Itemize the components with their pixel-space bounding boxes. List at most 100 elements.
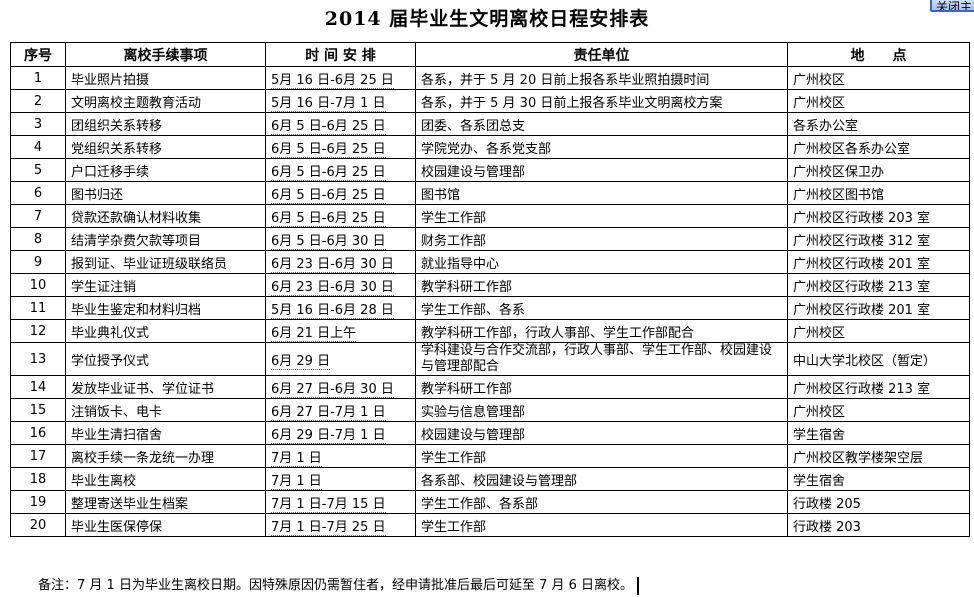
- date-link[interactable]: 6月 29 日-7月 1 日: [271, 427, 386, 444]
- cell-time: 6月 5 日-6月 30 日: [265, 227, 416, 251]
- cell-unit: 学生工作部、各系: [415, 296, 788, 320]
- cell-item: 毕业生鉴定和材料归档: [65, 296, 266, 320]
- cell-item: 毕业生离校: [65, 467, 266, 491]
- cell-item: 毕业生清扫宿舍: [65, 421, 266, 445]
- table-row: 10 学生证注销 6月 23 日-6月 30 日 教学科研工作部 广州校区行政楼 213…: [10, 273, 970, 297]
- cell-time: 5月 16 日-6月 25 日: [265, 66, 416, 90]
- cell-no: 7: [10, 204, 66, 228]
- cell-item: 毕业生医保停保: [65, 513, 266, 537]
- cell-item: 毕业照片拍摄: [65, 66, 266, 90]
- cell-time: 6月 5 日-6月 25 日: [265, 204, 416, 228]
- date-link[interactable]: 6月 5 日-6月 25 日: [271, 210, 386, 227]
- cell-no: 8: [10, 227, 66, 251]
- date-link[interactable]: 5月 16 日-6月 25 日: [271, 72, 394, 89]
- cell-item: 党组织关系转移: [65, 135, 266, 159]
- date-link[interactable]: 6月 27 日-7月 1 日: [271, 404, 386, 421]
- table-row: 9 报到证、毕业证班级联络员 6月 23 日-6月 30 日 就业指导中心 广州校区行政…: [10, 250, 970, 274]
- cell-time: 6月 5 日-6月 25 日: [265, 181, 416, 205]
- date-link[interactable]: 6月 5 日-6月 25 日: [271, 141, 386, 158]
- header-row: 序号 离校手续事项 时 间 安 排 责任单位 地 点: [10, 42, 970, 67]
- cell-no: 9: [10, 250, 66, 274]
- table-row: 4 党组织关系转移 6月 5 日-6月 25 日 学院党办、各系党支部 广州校区各系办公…: [10, 135, 970, 159]
- cell-item: 报到证、毕业证班级联络员: [65, 250, 266, 274]
- cell-location: 学生宿舍: [787, 421, 970, 445]
- cell-no: 3: [10, 112, 66, 136]
- cell-no: 13: [10, 342, 66, 376]
- date-link[interactable]: 6月 29 日: [271, 353, 331, 370]
- date-link[interactable]: 7月 1 日: [271, 473, 322, 490]
- table-row: 20 毕业生医保停保 7月 1 日-7月 25 日 学生工作部 行政楼 203: [10, 513, 970, 537]
- cell-item: 文明离校主题教育活动: [65, 89, 266, 113]
- cell-location: 广州校区: [787, 89, 970, 113]
- cell-unit: 各系部、校园建设与管理部: [415, 467, 788, 491]
- cell-time: 5月 16 日-6月 28 日: [265, 296, 416, 320]
- cell-no: 11: [10, 296, 66, 320]
- cell-time: 6月 27 日-7月 1 日: [265, 398, 416, 422]
- cell-no: 12: [10, 319, 66, 343]
- cell-time: 7月 1 日-7月 15 日: [265, 490, 416, 514]
- header-time: 时 间 安 排: [265, 42, 416, 67]
- date-link[interactable]: 6月 27 日-6月 30 日: [271, 381, 394, 398]
- cell-time: 6月 29 日: [265, 342, 416, 376]
- cell-no: 16: [10, 421, 66, 445]
- table-row: 1 毕业照片拍摄 5月 16 日-6月 25 日 各系，并于 5 月 20 日前上报各…: [10, 66, 970, 90]
- cell-unit: 学生工作部: [415, 204, 788, 228]
- table-row: 5 户口迁移手续 6月 5 日-6月 25 日 校园建设与管理部 广州校区保卫办: [10, 158, 970, 182]
- footnote: 备注：7 月 1 日为毕业生离校日期。因特殊原因仍需暂住者，经申请批准后最后可延…: [38, 577, 640, 595]
- cell-item: 发放毕业证书、学位证书: [65, 375, 266, 399]
- table-row: 18 毕业生离校 7月 1 日 各系部、校园建设与管理部 学生宿舍: [10, 467, 970, 491]
- cell-time: 6月 21 日上午: [265, 319, 416, 343]
- cell-location: 各系办公室: [787, 112, 970, 136]
- table-row: 11 毕业生鉴定和材料归档 5月 16 日-6月 28 日 学生工作部、各系 广州校区行…: [10, 296, 970, 320]
- cell-time: 6月 27 日-6月 30 日: [265, 375, 416, 399]
- cell-no: 5: [10, 158, 66, 182]
- cell-unit: 图书馆: [415, 181, 788, 205]
- cell-no: 15: [10, 398, 66, 422]
- cell-item: 学生证注销: [65, 273, 266, 297]
- date-link[interactable]: 7月 1 日: [271, 450, 322, 467]
- date-link[interactable]: 6月 5 日-6月 25 日: [271, 187, 386, 204]
- date-link[interactable]: 5月 16 日-7月 1 日: [271, 95, 386, 112]
- cell-time: 6月 5 日-6月 25 日: [265, 112, 416, 136]
- schedule-table: 序号 离校手续事项 时 间 安 排 责任单位 地 点 1 毕业照片拍摄 5月 16 …: [10, 42, 970, 537]
- cell-no: 2: [10, 89, 66, 113]
- date-link[interactable]: 6月 23 日-6月 30 日: [271, 256, 394, 273]
- cell-no: 20: [10, 513, 66, 537]
- cell-time: 6月 23 日-6月 30 日: [265, 273, 416, 297]
- table-row: 16 毕业生清扫宿舍 6月 29 日-7月 1 日 校园建设与管理部 学生宿舍: [10, 421, 970, 445]
- date-link[interactable]: 6月 21 日上午: [271, 325, 357, 342]
- cell-location: 行政楼 205: [787, 490, 970, 514]
- cell-item: 整理寄送毕业生档案: [65, 490, 266, 514]
- date-link[interactable]: 6月 5 日-6月 25 日: [271, 164, 386, 181]
- cell-time: 6月 23 日-6月 30 日: [265, 250, 416, 274]
- date-link[interactable]: 6月 23 日-6月 30 日: [271, 279, 394, 296]
- cell-unit: 财务工作部: [415, 227, 788, 251]
- date-link[interactable]: 7月 1 日-7月 15 日: [271, 496, 386, 513]
- date-link[interactable]: 5月 16 日-6月 28 日: [271, 302, 394, 319]
- cell-location: 广州校区图书馆: [787, 181, 970, 205]
- cell-location: 行政楼 203: [787, 513, 970, 537]
- header-unit: 责任单位: [415, 42, 788, 67]
- cell-item: 毕业典礼仪式: [65, 319, 266, 343]
- cell-no: 14: [10, 375, 66, 399]
- date-link[interactable]: 6月 5 日-6月 25 日: [271, 118, 386, 135]
- cell-item: 结清学杂费欠款等项目: [65, 227, 266, 251]
- table-row: 2 文明离校主题教育活动 5月 16 日-7月 1 日 各系，并于 5 月 30 日前…: [10, 89, 970, 113]
- cell-item: 团组织关系转移: [65, 112, 266, 136]
- cell-unit: 教学科研工作部: [415, 375, 788, 399]
- cell-location: 广州校区行政楼 312 室: [787, 227, 970, 251]
- date-link[interactable]: 6月 5 日-6月 30 日: [271, 233, 386, 250]
- cell-no: 4: [10, 135, 66, 159]
- cell-location: 学生宿舍: [787, 467, 970, 491]
- cell-item: 户口迁移手续: [65, 158, 266, 182]
- cell-item: 离校手续一条龙统一办理: [65, 444, 266, 468]
- cell-no: 1: [10, 66, 66, 90]
- cell-unit: 学生工作部、各系部: [415, 490, 788, 514]
- cell-location: 广州校区保卫办: [787, 158, 970, 182]
- cell-unit: 团委、各系团总支: [415, 112, 788, 136]
- cell-item: 注销饭卡、电卡: [65, 398, 266, 422]
- table-row: 7 贷款还款确认材料收集 6月 5 日-6月 25 日 学生工作部 广州校区行政楼 20…: [10, 204, 970, 228]
- date-link[interactable]: 7月 1 日-7月 25 日: [271, 519, 386, 536]
- close-button[interactable]: 关闭主: [930, 0, 974, 12]
- cell-item: 图书归还: [65, 181, 266, 205]
